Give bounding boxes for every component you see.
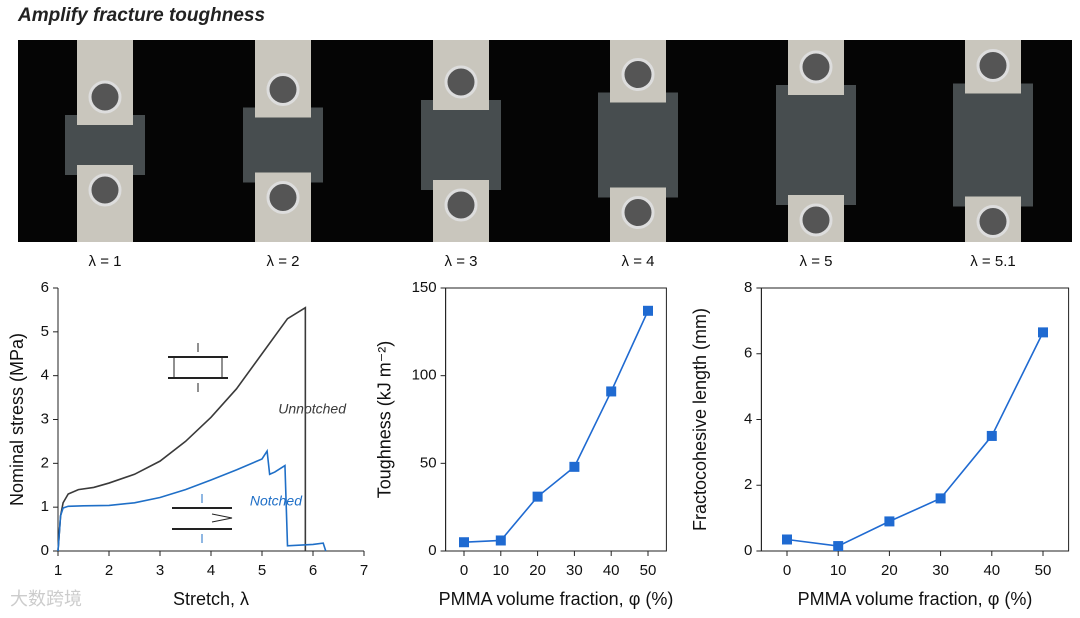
x-tick-label: 30 xyxy=(566,562,583,579)
bolt xyxy=(444,65,478,99)
inset-notched xyxy=(172,494,233,543)
photo-label: λ = 2 xyxy=(267,253,300,270)
data-point xyxy=(935,493,946,504)
photo-label: λ = 5.1 xyxy=(970,253,1015,270)
y-tick-label: 100 xyxy=(412,367,437,384)
y-tick-label: 0 xyxy=(744,542,752,559)
bolt xyxy=(976,49,1010,82)
data-point xyxy=(884,516,895,527)
data-point xyxy=(986,430,997,441)
x-tick-label: 40 xyxy=(983,562,1000,579)
bolt xyxy=(266,181,300,214)
data-point xyxy=(1038,327,1048,338)
data-line xyxy=(463,310,649,544)
x-axis-label: PMMA volume fraction, φ (%) xyxy=(798,589,1033,609)
x-tick-label: 2 xyxy=(105,562,113,579)
data-line xyxy=(57,448,327,552)
bolt xyxy=(621,196,655,229)
specimen xyxy=(776,85,856,205)
x-tick-label: 10 xyxy=(830,562,847,579)
y-tick-label: 0 xyxy=(428,542,436,559)
data-line xyxy=(57,306,307,552)
x-tick-label: 40 xyxy=(603,562,620,579)
y-tick-label: 8 xyxy=(744,279,752,296)
data-point xyxy=(782,534,792,545)
figure-title: Amplify fracture toughness xyxy=(17,5,265,26)
x-axis-label: Stretch, λ xyxy=(173,589,249,609)
x-tick-label: 0 xyxy=(460,562,468,579)
x-tick-label: 10 xyxy=(492,562,509,579)
y-tick-label: 6 xyxy=(41,279,49,296)
x-tick-label: 7 xyxy=(360,562,368,579)
x-tick-label: 4 xyxy=(207,562,215,579)
data-point xyxy=(495,535,506,546)
inset-unnotched xyxy=(168,343,228,392)
y-tick-label: 2 xyxy=(744,476,752,493)
y-axis-label: Nominal stress (MPa) xyxy=(7,333,27,506)
bolt xyxy=(799,50,833,84)
x-axis-label: PMMA volume fraction, φ (%) xyxy=(439,589,674,609)
x-tick-label: 3 xyxy=(156,562,164,579)
y-axis-label: Fractocohesive length (mm) xyxy=(690,308,710,531)
photo-label: λ = 1 xyxy=(89,253,122,270)
x-tick-label: 6 xyxy=(309,562,317,579)
y-tick-label: 4 xyxy=(744,410,752,427)
photo-label: λ = 3 xyxy=(445,253,478,270)
y-axis-label: Toughness (kJ m⁻²) xyxy=(374,341,394,499)
bolt xyxy=(88,80,122,114)
x-tick-label: 0 xyxy=(783,562,791,579)
plot-frame xyxy=(445,287,667,552)
photo-label: λ = 5 xyxy=(800,253,833,270)
y-tick-label: 6 xyxy=(744,345,752,362)
specimen xyxy=(953,83,1033,207)
y-tick-label: 50 xyxy=(420,454,437,471)
y-tick-label: 150 xyxy=(412,279,437,296)
bolt xyxy=(266,73,300,106)
x-tick-label: 1 xyxy=(54,562,62,579)
y-tick-label: 0 xyxy=(41,542,49,559)
clamps xyxy=(65,40,1033,242)
x-tick-label: 20 xyxy=(529,562,546,579)
series-annotation: Unnotched xyxy=(278,401,347,417)
x-tick-label: 30 xyxy=(932,562,949,579)
y-tick-label: 2 xyxy=(41,454,49,471)
specimen xyxy=(598,92,678,198)
bolt xyxy=(88,173,122,207)
y-tick-label: 1 xyxy=(41,498,49,515)
data-point xyxy=(532,491,543,502)
bolt xyxy=(799,203,833,237)
data-point xyxy=(643,305,653,316)
data-point xyxy=(833,541,844,552)
x-tick-label: 5 xyxy=(258,562,266,579)
data-point xyxy=(606,386,617,397)
bolt xyxy=(976,205,1010,238)
watermark: 大数跨境 xyxy=(10,589,82,609)
x-tick-label: 50 xyxy=(640,562,657,579)
y-tick-label: 3 xyxy=(41,410,49,427)
y-tick-label: 5 xyxy=(41,323,49,340)
bolt xyxy=(444,188,478,222)
series-annotation: Notched xyxy=(250,493,303,509)
plot-frame xyxy=(760,287,1070,552)
data-point xyxy=(459,537,469,548)
specimen xyxy=(421,100,501,190)
specimen xyxy=(243,107,323,183)
x-tick-label: 50 xyxy=(1035,562,1052,579)
x-tick-label: 20 xyxy=(881,562,898,579)
data-point xyxy=(569,461,580,472)
y-tick-label: 4 xyxy=(41,367,49,384)
bolt xyxy=(621,58,655,91)
photo-label: λ = 4 xyxy=(622,253,655,270)
data-line xyxy=(786,332,1044,547)
photo-strip xyxy=(18,40,1072,242)
